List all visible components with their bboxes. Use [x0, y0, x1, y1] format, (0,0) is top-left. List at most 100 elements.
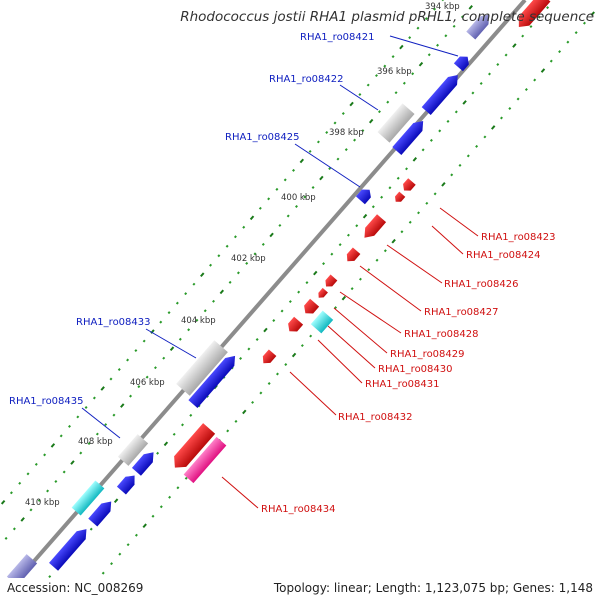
- scale-tick: [396, 176, 400, 180]
- scale-tick: [355, 224, 359, 228]
- scale-tick: [433, 7, 437, 11]
- scale-tick: [362, 213, 368, 219]
- gene-label-ro08425[interactable]: RHA1_ro08425: [225, 132, 300, 143]
- scale-tick: [225, 244, 229, 248]
- scale-tick: [427, 53, 431, 57]
- scale-tick: [366, 83, 370, 87]
- scale-tick: [391, 55, 395, 59]
- scale-tick: [358, 277, 362, 281]
- scale-tick: [159, 505, 163, 509]
- gene-label-ro08429[interactable]: RHA1_ro08429: [390, 349, 465, 360]
- gene-label-ro08427[interactable]: RHA1_ro08427: [424, 307, 499, 318]
- gene-feature: [116, 475, 135, 495]
- scale-tick: [226, 429, 230, 433]
- map-title: Rhodococcus jostii RHA1 plasmid pRHL1, c…: [180, 9, 594, 25]
- callout-line: [339, 291, 402, 334]
- gene-label-ro08434[interactable]: RHA1_ro08434: [261, 504, 336, 515]
- scale-tick: [504, 53, 508, 57]
- scale-tick: [425, 201, 429, 205]
- gene-label-ro08424[interactable]: RHA1_ro08424: [466, 250, 541, 261]
- scale-tick: [178, 337, 182, 341]
- gene-label-ro08428[interactable]: RHA1_ro08428: [404, 329, 479, 340]
- scale-tick: [163, 441, 169, 447]
- scale-tick: [12, 527, 16, 531]
- scale-tick: [386, 100, 390, 104]
- gene-label-ro08432[interactable]: RHA1_ro08432: [338, 412, 413, 423]
- scale-tick: [558, 50, 562, 54]
- callout-line: [389, 35, 459, 57]
- scale-tick: [259, 391, 263, 395]
- gene-label-ro08431[interactable]: RHA1_ro08431: [365, 379, 440, 390]
- scale-tick: [353, 138, 357, 142]
- scale-tick: [62, 470, 66, 474]
- scale-tick: [429, 138, 433, 142]
- accession-text: Accession: NC_008269: [7, 581, 144, 595]
- scale-tick-labels: 394 kbp 396 kbp 398 kbp 400 kbp 402 kbp …: [25, 2, 460, 508]
- scale-tick: [112, 413, 116, 417]
- gene-feature: [49, 529, 87, 571]
- scale-tick: [524, 88, 528, 92]
- callout-line: [333, 307, 388, 354]
- scale-tick: [110, 562, 114, 566]
- scale-tick: [471, 91, 475, 95]
- scale-tick: [316, 140, 320, 144]
- scale-tick: [325, 130, 329, 134]
- scale-tick: [109, 377, 113, 381]
- scale-tick: [299, 158, 305, 164]
- gene-label-ro08423[interactable]: RHA1_ro08423: [481, 232, 556, 243]
- scale-tick: [278, 223, 282, 227]
- gene-label-ro08421[interactable]: RHA1_ro08421: [300, 32, 375, 43]
- callout-line: [439, 207, 479, 237]
- scale-tick: [295, 204, 298, 208]
- scale-tick: [358, 93, 362, 97]
- scale-tick: [336, 157, 340, 161]
- forward-gene-labels: RHA1_ro08421 RHA1_ro08422 RHA1_ro08425 R…: [9, 32, 375, 407]
- scale-tick: [76, 415, 80, 419]
- label-callouts: [81, 35, 479, 509]
- scale-tick: [303, 195, 307, 199]
- scale-tick: [59, 434, 63, 438]
- scale-tick: [546, 6, 550, 10]
- scale-tick: [236, 271, 240, 275]
- scale-tick: [462, 100, 467, 105]
- scale-tick: [411, 72, 415, 76]
- gene-label-ro08422[interactable]: RHA1_ro08422: [269, 74, 344, 85]
- scale-tick: [212, 299, 216, 303]
- callout-line: [339, 84, 379, 111]
- scale-tick: [54, 479, 58, 483]
- gene-label-ro08426[interactable]: RHA1_ro08426: [444, 279, 519, 290]
- tick-label: 396 kbp: [377, 67, 412, 77]
- scale-tick: [537, 15, 541, 19]
- scale-tick: [383, 249, 387, 253]
- gene-feature: [71, 480, 105, 516]
- scale-tick: [189, 413, 193, 417]
- scale-tick: [377, 110, 381, 114]
- gene-label-ro08430[interactable]: RHA1_ro08430: [378, 364, 453, 375]
- scale-tick: [291, 352, 297, 358]
- scale-tick: [405, 167, 409, 171]
- gene-feature: [518, 0, 551, 28]
- scale-tick: [239, 356, 243, 360]
- scale-tick: [255, 338, 259, 341]
- gene-feature: [188, 355, 236, 409]
- scale-tick: [450, 173, 454, 177]
- scale-tick: [129, 394, 133, 398]
- scale-tick: [118, 552, 122, 556]
- scale-tick: [488, 72, 491, 76]
- scale-tick: [460, 15, 464, 19]
- scale-tick: [159, 320, 163, 324]
- gene-label-ro08435[interactable]: RHA1_ro08435: [9, 396, 84, 407]
- scale-tick: [156, 451, 160, 455]
- callout-line: [81, 407, 121, 439]
- scale-tick: [46, 489, 50, 493]
- scale-tick: [168, 495, 172, 499]
- gene-feature: [355, 189, 371, 205]
- scale-tick: [305, 281, 309, 285]
- scale-tick: [43, 453, 47, 457]
- gene-label-ro08433[interactable]: RHA1_ro08433: [76, 317, 151, 328]
- topology-text: Topology: linear; Length: 1,123,075 bp; …: [273, 581, 593, 595]
- scale-tick: [350, 287, 354, 291]
- scale-tick: [120, 403, 125, 408]
- tick-label: 408 kbp: [78, 437, 113, 447]
- gene-feature: [318, 287, 328, 298]
